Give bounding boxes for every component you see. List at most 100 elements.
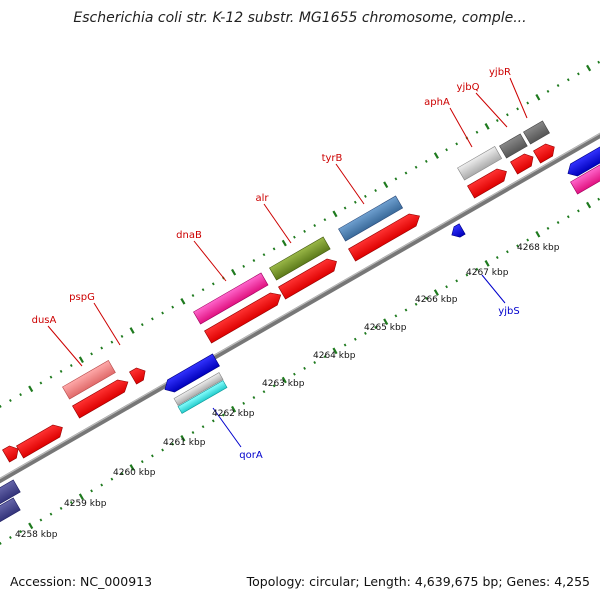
gene-label[interactable]: dusA bbox=[32, 315, 57, 326]
gene-label[interactable]: dnaB bbox=[176, 230, 202, 241]
leader-line bbox=[47, 325, 83, 367]
gene-reverse[interactable] bbox=[0, 497, 21, 526]
kbp-label: 4259 kbp bbox=[64, 499, 107, 509]
minor-tick bbox=[566, 78, 570, 82]
gene-tyrB[interactable] bbox=[338, 195, 404, 242]
minor-tick bbox=[39, 381, 43, 385]
kbp-label: 4258 kbp bbox=[15, 530, 58, 540]
gene-reverse[interactable] bbox=[161, 353, 220, 396]
cds-forward[interactable] bbox=[348, 210, 424, 262]
map-title: Escherichia coli str. K-12 substr. MG165… bbox=[73, 10, 526, 26]
cds-forward[interactable] bbox=[129, 365, 149, 385]
minor-tick bbox=[323, 218, 327, 222]
cds-forward[interactable] bbox=[204, 289, 285, 344]
major-tick bbox=[586, 201, 592, 209]
minor-tick bbox=[0, 404, 2, 408]
minor-tick bbox=[556, 221, 560, 225]
minor-tick bbox=[455, 279, 459, 283]
cds-forward[interactable] bbox=[278, 255, 341, 300]
major-tick bbox=[433, 152, 439, 159]
leader-line bbox=[449, 107, 473, 148]
major-tick bbox=[586, 64, 592, 72]
minor-tick bbox=[59, 369, 63, 373]
minor-tick bbox=[353, 337, 357, 341]
minor-tick bbox=[140, 460, 144, 464]
gene-label[interactable]: yjbQ bbox=[457, 82, 480, 93]
gene-qorA[interactable] bbox=[173, 372, 224, 406]
minor-tick bbox=[495, 256, 499, 260]
minor-tick bbox=[100, 483, 104, 487]
minor-tick bbox=[506, 250, 509, 254]
major-tick bbox=[281, 376, 287, 384]
gene-yjbQ[interactable] bbox=[499, 133, 528, 159]
minor-tick bbox=[49, 375, 53, 379]
kbp-label: 4267 kbp bbox=[466, 268, 509, 278]
minor-tick bbox=[475, 267, 479, 271]
major-tick bbox=[535, 230, 541, 238]
cds-forward[interactable] bbox=[72, 376, 132, 419]
minor-tick bbox=[313, 224, 317, 228]
minor-tick bbox=[69, 364, 73, 368]
gene-yjbR[interactable] bbox=[523, 120, 550, 145]
cds-forward[interactable] bbox=[2, 443, 22, 463]
minor-tick bbox=[546, 89, 550, 93]
kbp-label: 4262 kbp bbox=[212, 409, 255, 419]
minor-tick bbox=[211, 419, 215, 423]
kbp-label: 4263 kbp bbox=[262, 379, 305, 389]
major-tick bbox=[28, 522, 34, 530]
minor-tick bbox=[445, 285, 448, 289]
gene-yjbS[interactable] bbox=[449, 223, 466, 240]
major-tick bbox=[383, 181, 389, 189]
gene-dusA[interactable] bbox=[62, 360, 116, 400]
gene-aphA[interactable] bbox=[457, 146, 503, 181]
gene-label[interactable]: yjbS bbox=[498, 306, 519, 317]
minor-tick bbox=[120, 334, 124, 338]
minor-tick bbox=[90, 489, 93, 493]
leader-line bbox=[93, 302, 121, 346]
leader-line bbox=[212, 407, 242, 448]
minor-tick bbox=[293, 372, 296, 376]
cds-forward[interactable] bbox=[510, 151, 537, 175]
cds-forward[interactable] bbox=[533, 141, 558, 164]
minor-tick bbox=[353, 200, 357, 204]
gene-label[interactable]: pspG bbox=[69, 292, 95, 303]
minor-tick bbox=[171, 442, 175, 446]
gene-reverse[interactable] bbox=[177, 380, 228, 414]
cds-forward[interactable] bbox=[16, 421, 66, 459]
minor-tick bbox=[465, 273, 469, 277]
cds-forward[interactable] bbox=[467, 165, 511, 199]
gene-reverse[interactable] bbox=[0, 479, 21, 508]
minor-tick bbox=[506, 113, 509, 117]
gene-alr[interactable] bbox=[269, 236, 331, 281]
gene-reverse[interactable] bbox=[564, 143, 600, 180]
chromosome-backbone bbox=[0, 132, 600, 484]
kbp-label: 4261 kbp bbox=[163, 438, 206, 448]
gene-label[interactable]: aphA bbox=[424, 97, 450, 108]
gene-label[interactable]: alr bbox=[255, 193, 269, 204]
minor-tick bbox=[414, 165, 418, 169]
gene-reverse[interactable] bbox=[570, 161, 600, 195]
major-tick bbox=[484, 123, 490, 130]
reverse-tick-track bbox=[0, 197, 600, 545]
minor-tick bbox=[526, 238, 530, 242]
major-tick bbox=[78, 493, 84, 501]
minor-tick bbox=[110, 340, 114, 344]
forward-tick-track bbox=[0, 60, 600, 408]
minor-tick bbox=[566, 215, 570, 219]
minor-tick bbox=[526, 101, 530, 105]
leader-line bbox=[193, 240, 227, 282]
minor-tick bbox=[252, 396, 256, 400]
minor-tick bbox=[414, 302, 418, 306]
gene-label[interactable]: qorA bbox=[239, 450, 263, 461]
gene-dnaB[interactable] bbox=[193, 272, 269, 325]
minor-tick bbox=[343, 206, 347, 210]
gene-label[interactable]: yjbR bbox=[489, 67, 511, 78]
leader-line bbox=[475, 92, 508, 128]
minor-tick bbox=[19, 393, 22, 397]
minor-tick bbox=[455, 142, 459, 146]
minor-tick bbox=[597, 197, 600, 201]
leader-line bbox=[335, 163, 365, 205]
minor-tick bbox=[49, 512, 53, 516]
gene-label[interactable]: tyrB bbox=[322, 153, 343, 164]
